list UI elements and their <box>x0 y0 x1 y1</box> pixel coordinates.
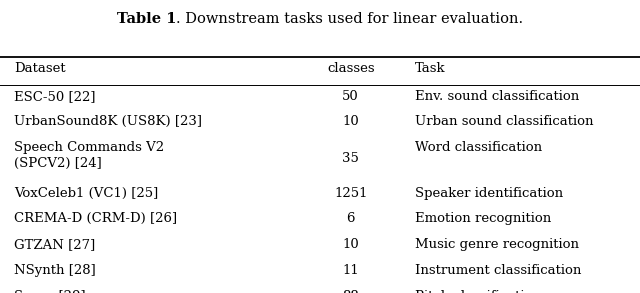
Text: . Downstream tasks used for linear evaluation.: . Downstream tasks used for linear evalu… <box>176 12 524 26</box>
Text: Music genre recognition: Music genre recognition <box>415 238 579 251</box>
Text: classes: classes <box>327 62 374 75</box>
Text: Task: Task <box>415 62 445 75</box>
Text: Surge [29]: Surge [29] <box>14 290 86 293</box>
Text: Emotion recognition: Emotion recognition <box>415 212 551 225</box>
Text: ESC-50 [22]: ESC-50 [22] <box>14 90 95 103</box>
Text: NSynth [28]: NSynth [28] <box>14 264 96 277</box>
Text: CREMA-D (CRM-D) [26]: CREMA-D (CRM-D) [26] <box>14 212 177 225</box>
Text: 10: 10 <box>342 115 359 128</box>
Text: 1251: 1251 <box>334 187 367 200</box>
Text: 50: 50 <box>342 90 359 103</box>
Text: 6: 6 <box>346 212 355 225</box>
Text: Speaker identification: Speaker identification <box>415 187 563 200</box>
Text: GTZAN [27]: GTZAN [27] <box>14 238 95 251</box>
Text: Word classification: Word classification <box>415 141 542 154</box>
Text: 11: 11 <box>342 264 359 277</box>
Text: Urban sound classification: Urban sound classification <box>415 115 593 128</box>
Text: 35: 35 <box>342 152 359 165</box>
Text: Instrument classification: Instrument classification <box>415 264 581 277</box>
Text: Pitch classification: Pitch classification <box>415 290 541 293</box>
Text: Dataset: Dataset <box>14 62 66 75</box>
Text: Table 1: Table 1 <box>116 12 176 26</box>
Text: VoxCeleb1 (VC1) [25]: VoxCeleb1 (VC1) [25] <box>14 187 158 200</box>
Text: 88: 88 <box>342 290 359 293</box>
Text: 10: 10 <box>342 238 359 251</box>
Text: UrbanSound8K (US8K) [23]: UrbanSound8K (US8K) [23] <box>14 115 202 128</box>
Text: Speech Commands V2
(SPCV2) [24]: Speech Commands V2 (SPCV2) [24] <box>14 141 164 170</box>
Text: Env. sound classification: Env. sound classification <box>415 90 579 103</box>
